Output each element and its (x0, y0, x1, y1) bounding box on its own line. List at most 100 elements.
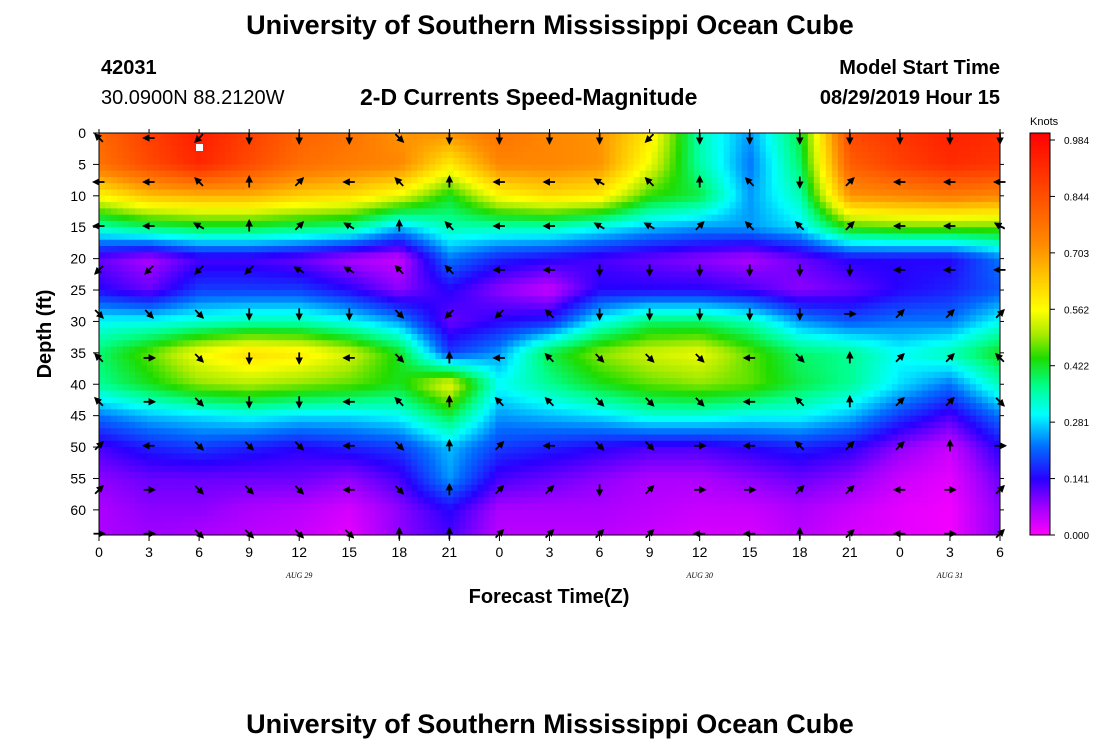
heatmap-cell (711, 133, 719, 140)
heatmap-cell (285, 302, 292, 310)
heatmap-cell (885, 220, 893, 228)
heatmap-cell (891, 195, 899, 203)
heatmap-cell (585, 283, 593, 291)
heatmap-cell (645, 202, 653, 209)
heatmap-cell (981, 202, 989, 209)
heatmap-cell (225, 208, 232, 216)
heatmap-cell (585, 334, 593, 341)
heatmap-cell (357, 189, 364, 197)
heatmap-cell (249, 170, 256, 178)
heatmap-cell (783, 302, 791, 310)
heatmap-cell (753, 334, 761, 341)
heatmap-cell (525, 145, 533, 153)
heatmap-cell (291, 308, 298, 316)
heatmap-cell (327, 277, 334, 285)
heatmap-cell (195, 202, 202, 209)
heatmap-cell (867, 139, 875, 147)
heatmap-cell (567, 308, 575, 316)
heatmap-cell (759, 271, 767, 279)
heatmap-cell (627, 183, 635, 191)
heatmap-cell (717, 195, 725, 203)
heatmap-cell (507, 334, 515, 341)
heatmap-cell (141, 189, 148, 197)
heatmap-cell (123, 258, 130, 266)
heatmap-cell (849, 158, 857, 166)
heatmap-cell (813, 252, 821, 260)
heatmap-cell (579, 227, 587, 235)
heatmap-cell (879, 151, 887, 159)
heatmap-cell (789, 139, 797, 147)
heatmap-cell (105, 258, 112, 266)
heatmap-cell (801, 246, 809, 253)
heatmap-cell (423, 277, 430, 285)
heatmap-cell (537, 283, 545, 291)
heatmap-cell (891, 151, 899, 159)
heatmap-cell (171, 183, 178, 191)
heatmap-cell (165, 290, 172, 297)
heatmap-cell (987, 258, 995, 266)
heatmap-cell (147, 227, 154, 235)
heatmap-cell (831, 164, 839, 172)
heatmap-cell (339, 327, 346, 335)
heatmap-cell (651, 227, 659, 235)
heatmap-cell (915, 246, 923, 253)
heatmap-cell (837, 239, 845, 247)
heatmap-cell (579, 233, 587, 241)
heatmap-cell (723, 233, 731, 241)
heatmap-cell (915, 315, 923, 323)
heatmap-cell (285, 183, 292, 191)
heatmap-cell (465, 233, 473, 241)
heatmap-cell (465, 176, 473, 184)
heatmap-cell (915, 208, 923, 216)
heatmap-cell (231, 283, 238, 291)
heatmap-cell (213, 139, 220, 147)
heatmap-cell (789, 321, 797, 329)
heatmap-cell (99, 340, 106, 348)
heatmap-cell (165, 151, 172, 159)
heatmap-cell (741, 264, 749, 272)
heatmap-cell (885, 252, 893, 260)
heatmap-cell (699, 202, 707, 209)
heatmap-cell (651, 296, 659, 304)
heatmap-cell (831, 246, 839, 253)
heatmap-cell (549, 315, 557, 323)
heatmap-cell (507, 258, 515, 266)
heatmap-cell (501, 334, 509, 341)
heatmap-cell (537, 176, 545, 184)
heatmap-cell (621, 321, 629, 329)
heatmap-cell (333, 151, 340, 159)
heatmap-cell (819, 227, 827, 235)
heatmap-cell (699, 334, 707, 341)
heatmap-cell (537, 208, 545, 216)
heatmap-cell (651, 139, 659, 147)
heatmap-cell (219, 214, 226, 222)
heatmap-cell (255, 195, 262, 203)
heatmap-cell (135, 296, 142, 304)
heatmap-cell (681, 202, 689, 209)
heatmap-cell (687, 164, 695, 172)
heatmap-cell (909, 296, 917, 304)
heatmap-cell (591, 321, 599, 329)
heatmap-cell (963, 183, 971, 191)
heatmap-cell (549, 308, 557, 316)
heatmap-cell (771, 151, 779, 159)
heatmap-cell (849, 151, 857, 159)
heatmap-cell (741, 233, 749, 241)
heatmap-cell (189, 220, 196, 228)
heatmap-cell (285, 189, 292, 197)
heatmap-cell (735, 246, 743, 253)
heatmap-cell (651, 252, 659, 260)
heatmap-cell (339, 145, 346, 153)
heatmap-cell (147, 220, 154, 228)
heatmap-cell (795, 290, 803, 297)
heatmap-cell (861, 151, 869, 159)
heatmap-cell (609, 315, 617, 323)
heatmap-cell (945, 277, 953, 285)
heatmap-cell (657, 170, 665, 178)
heatmap-cell (141, 315, 148, 323)
heatmap-cell (987, 290, 995, 297)
heatmap-cell (465, 334, 473, 341)
heatmap-cell (465, 189, 473, 197)
heatmap-cell (525, 290, 533, 297)
